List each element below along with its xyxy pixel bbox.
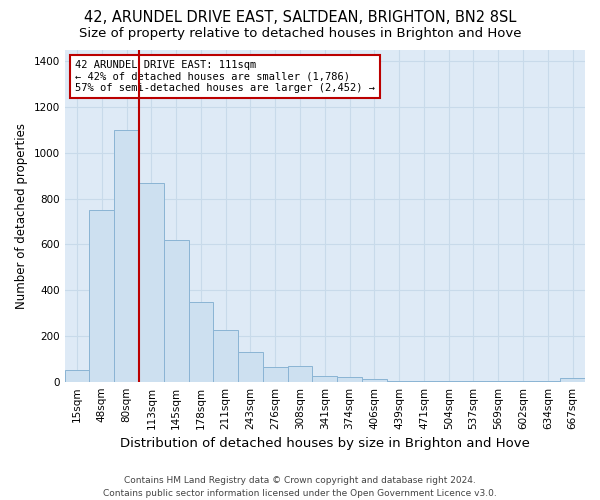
Text: Contains HM Land Registry data © Crown copyright and database right 2024.
Contai: Contains HM Land Registry data © Crown c…	[103, 476, 497, 498]
Bar	[436, 381, 461, 382]
Bar	[412, 380, 436, 382]
Bar	[164, 240, 188, 382]
Y-axis label: Number of detached properties: Number of detached properties	[15, 123, 28, 309]
Text: 42 ARUNDEL DRIVE EAST: 111sqm
← 42% of detached houses are smaller (1,786)
57% o: 42 ARUNDEL DRIVE EAST: 111sqm ← 42% of d…	[75, 60, 375, 93]
Bar	[337, 377, 362, 382]
Bar	[65, 370, 89, 382]
Bar	[560, 378, 585, 382]
Bar	[313, 376, 337, 382]
Bar	[139, 182, 164, 382]
Text: 42, ARUNDEL DRIVE EAST, SALTDEAN, BRIGHTON, BN2 8SL: 42, ARUNDEL DRIVE EAST, SALTDEAN, BRIGHT…	[84, 10, 516, 25]
Text: Size of property relative to detached houses in Brighton and Hove: Size of property relative to detached ho…	[79, 28, 521, 40]
X-axis label: Distribution of detached houses by size in Brighton and Hove: Distribution of detached houses by size …	[120, 437, 530, 450]
Bar	[238, 352, 263, 382]
Bar	[362, 380, 387, 382]
Bar	[214, 330, 238, 382]
Bar	[287, 366, 313, 382]
Bar	[263, 367, 287, 382]
Bar	[89, 210, 114, 382]
Bar	[188, 302, 214, 382]
Bar	[114, 130, 139, 382]
Bar	[387, 380, 412, 382]
